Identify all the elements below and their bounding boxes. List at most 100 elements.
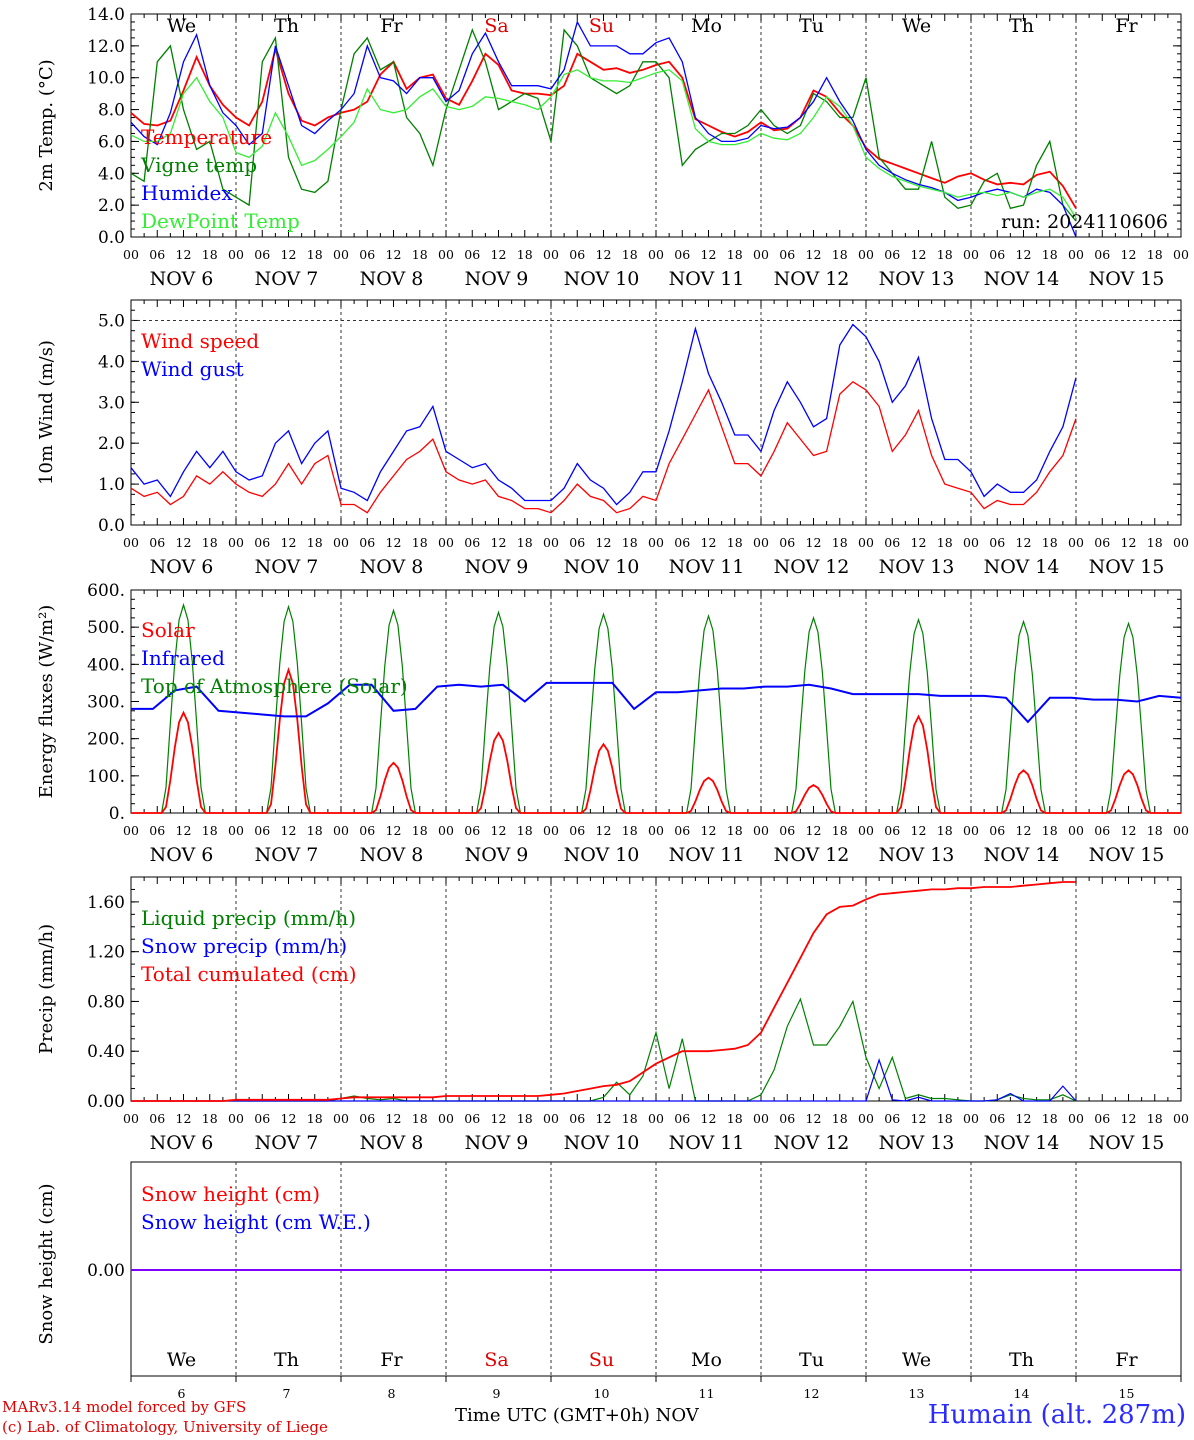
- y-tick-label: 2.0: [98, 434, 125, 454]
- hour-tick-label: 18: [202, 247, 218, 262]
- hour-tick-label: 18: [1147, 535, 1163, 550]
- date-label: NOV 8: [360, 1132, 424, 1154]
- hour-tick-label: 00: [753, 247, 769, 262]
- hour-tick-label: 00: [333, 247, 349, 262]
- y-axis-label: Snow height (cm): [36, 1183, 57, 1344]
- hour-tick-label: 18: [202, 1111, 218, 1126]
- hour-tick-label: 06: [884, 247, 900, 262]
- hour-tick-label: 18: [937, 823, 953, 838]
- hour-tick-label: 12: [386, 1111, 402, 1126]
- y-axis-label: Precip (mm/h): [36, 924, 57, 1054]
- hour-tick-label: 00: [753, 1111, 769, 1126]
- y-tick-label: 1.60: [87, 893, 125, 913]
- hour-tick-label: 00: [543, 247, 559, 262]
- date-label: NOV 15: [1089, 844, 1165, 866]
- y-tick-label: 400.: [87, 655, 125, 675]
- date-label: NOV 11: [669, 268, 745, 290]
- day-number: 14: [1014, 1386, 1030, 1401]
- hour-tick-label: 00: [753, 535, 769, 550]
- hour-tick-label: 12: [176, 247, 192, 262]
- weekday-label: We: [902, 1349, 931, 1371]
- weekday-label: Sa: [484, 15, 508, 37]
- y-axis-label: 10m Wind (m/s): [36, 340, 57, 485]
- hour-tick-label: 00: [333, 823, 349, 838]
- hour-tick-label: 18: [202, 535, 218, 550]
- hour-tick-label: 18: [937, 535, 953, 550]
- hour-tick-label: 12: [281, 247, 297, 262]
- hour-tick-label: 12: [491, 247, 507, 262]
- hour-tick-label: 12: [596, 823, 612, 838]
- weekday-label: Fr: [1115, 15, 1138, 37]
- day-number: 12: [804, 1386, 820, 1401]
- hour-tick-label: 06: [569, 247, 585, 262]
- hour-tick-label: 12: [596, 535, 612, 550]
- hour-tick-label: 06: [674, 1111, 690, 1126]
- hour-tick-label: 12: [806, 1111, 822, 1126]
- hour-tick-label: 18: [307, 247, 323, 262]
- hour-tick-label: 18: [307, 823, 323, 838]
- date-label: NOV 6: [150, 556, 214, 578]
- hour-tick-label: 00: [123, 535, 139, 550]
- weekday-label: Th: [274, 15, 299, 37]
- hour-tick-label: 00: [1068, 1111, 1084, 1126]
- series-line-0: [130, 380, 1077, 514]
- hour-tick-label: 06: [464, 1111, 480, 1126]
- y-tick-label: 300.: [87, 693, 125, 713]
- hour-tick-label: 06: [674, 823, 690, 838]
- date-label: NOV 14: [984, 844, 1060, 866]
- date-label: NOV 13: [879, 268, 955, 290]
- hour-tick-label: 18: [1042, 823, 1058, 838]
- hour-tick-label: 12: [386, 247, 402, 262]
- hour-tick-label: 00: [228, 535, 244, 550]
- hour-tick-label: 12: [911, 535, 927, 550]
- weekday-label: Fr: [380, 15, 403, 37]
- hour-tick-label: 18: [517, 1111, 533, 1126]
- hour-tick-label: 12: [1016, 1111, 1032, 1126]
- weekday-label: We: [167, 15, 196, 37]
- hour-tick-label: 00: [228, 1111, 244, 1126]
- hour-tick-label: 18: [622, 1111, 638, 1126]
- date-label: NOV 14: [984, 268, 1060, 290]
- legend-humidex: Humidex: [141, 181, 233, 205]
- series-line-1: [130, 28, 1077, 222]
- y-tick-label: 1.0: [98, 475, 125, 495]
- date-label: NOV 7: [255, 1132, 319, 1154]
- hour-tick-label: 18: [412, 535, 428, 550]
- series-line-top-of-atmosphere-solar-: [131, 602, 1181, 814]
- panel-frame: [130, 299, 1182, 526]
- x-axis-title-text: Time UTC (GMT+0h): [455, 1405, 650, 1426]
- y-tick-label: 0.0: [98, 516, 125, 536]
- hour-tick-label: 06: [989, 535, 1005, 550]
- hour-tick-label: 12: [911, 823, 927, 838]
- model-credit: MARv3.14 model forced by GFS: [2, 1398, 247, 1416]
- hour-tick-label: 00: [228, 823, 244, 838]
- hour-tick-label: 06: [359, 247, 375, 262]
- date-label: NOV 9: [465, 844, 529, 866]
- hour-tick-label: 18: [307, 1111, 323, 1126]
- date-label: NOV 10: [564, 268, 640, 290]
- hour-tick-label: 12: [176, 1111, 192, 1126]
- hour-tick-label: 00: [858, 247, 874, 262]
- hour-tick-label: 12: [281, 535, 297, 550]
- y-tick-label: 2.0: [98, 196, 125, 216]
- legend-solar: Solar: [141, 618, 195, 642]
- date-label: NOV 14: [984, 556, 1060, 578]
- weekday-label: Tu: [799, 1349, 824, 1371]
- date-label: NOV 14: [984, 1132, 1060, 1154]
- day-number: 7: [283, 1386, 291, 1401]
- hour-tick-label: 18: [622, 823, 638, 838]
- legend-wind-gust: Wind gust: [141, 357, 244, 381]
- hour-tick-label: 18: [517, 823, 533, 838]
- hour-tick-label: 00: [858, 1111, 874, 1126]
- weekday-label: Th: [274, 1349, 299, 1371]
- hour-tick-label: 06: [1094, 247, 1110, 262]
- hour-tick-label: 06: [779, 247, 795, 262]
- date-label: NOV 11: [669, 1132, 745, 1154]
- hour-tick-label: 18: [1042, 1111, 1058, 1126]
- date-label: NOV 9: [465, 268, 529, 290]
- hour-tick-label: 12: [596, 247, 612, 262]
- hour-tick-label: 00: [858, 535, 874, 550]
- hour-tick-label: 06: [674, 535, 690, 550]
- legend-temperature: Temperature: [141, 125, 272, 149]
- hour-tick-label: 12: [386, 535, 402, 550]
